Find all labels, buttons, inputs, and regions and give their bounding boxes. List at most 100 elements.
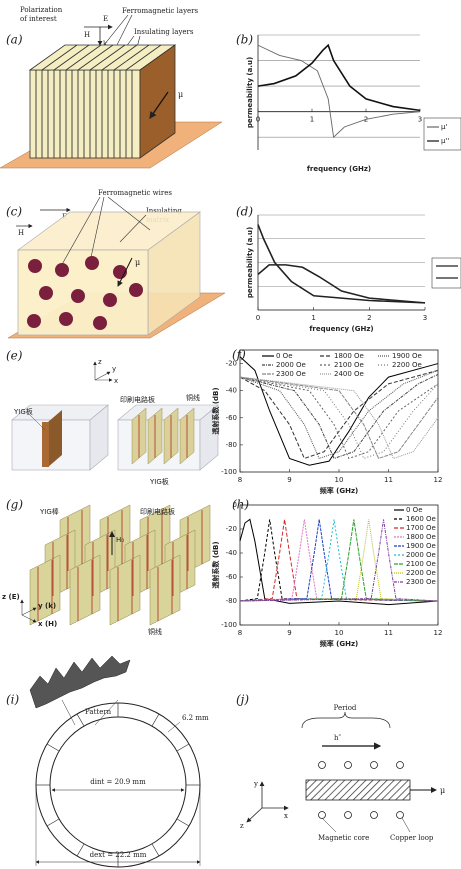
label: 铜线 [148, 627, 162, 636]
y-axis-title: 透射系数 (dB) [211, 387, 220, 434]
panel-g: (g) YIG棒 印刷电路板 H₀ z (E) y (k) x (H) 铜线 [2, 498, 211, 636]
y-axis-title: permeability (a.u) [246, 57, 254, 128]
x-tick-label: 9 [287, 629, 291, 637]
series-line [239, 519, 439, 602]
label: of interest [20, 15, 57, 23]
legend-label: μ'' [441, 137, 449, 145]
legend-label: 2400 Oe [334, 370, 364, 378]
x-tick-label: 8 [238, 476, 242, 484]
x-tick-label: 11 [384, 476, 393, 484]
panel-a: (a) Polarization of interest E H k Ferro… [0, 6, 223, 169]
series-line [239, 519, 439, 602]
legend-label: 2300 Oe [276, 370, 306, 378]
x-axis-title: 频率 (GHz) [320, 486, 359, 495]
y-tick-label: -60 [226, 573, 237, 581]
panel-label: (h) [232, 498, 249, 512]
label: 印刷电路板 [140, 507, 175, 516]
y-tick-label: -40 [226, 387, 237, 395]
label: Period [334, 704, 357, 712]
label: Insulating [146, 207, 182, 215]
panel-label: (a) [6, 33, 23, 47]
series-line [257, 264, 426, 304]
panel-label: (b) [236, 33, 253, 47]
legend-label: 0 Oe [406, 506, 423, 514]
label: h″ [334, 734, 342, 742]
series-line [239, 356, 439, 466]
x-tick-label: 10 [335, 476, 344, 484]
legend-label: 2300 Oe [406, 578, 436, 586]
label: Copper loop [390, 834, 434, 842]
x-tick-label: 3 [418, 116, 422, 124]
series-line [257, 224, 426, 304]
label: YIG板 [149, 477, 169, 486]
label: y (k) [38, 602, 56, 610]
series-line [239, 519, 439, 602]
label: Insulating layers [134, 28, 194, 36]
legend [431, 257, 461, 289]
x-tick-label: 12 [434, 476, 443, 484]
label: μ [440, 786, 445, 795]
panel-h: (h) [232, 498, 249, 512]
label: x [114, 377, 118, 385]
x-tick-label: 12 [434, 629, 443, 637]
x-axis-title: 频率 (GHz) [320, 639, 359, 648]
x-tick-label: 1 [310, 116, 314, 124]
series-line [239, 373, 439, 460]
legend-label: 2200 Oe [392, 361, 422, 369]
panel-j: (j) Period h″ μ y x z Magnetic core Copp… [236, 693, 445, 843]
label: E [103, 15, 108, 23]
y-axis-title: permeability (a.u) [246, 227, 254, 298]
legend-label: 2200 Oe [406, 569, 436, 577]
panel-i: (i) Pattern 6.2 mm dint = 20.9 mm dext =… [6, 655, 209, 868]
label: Ferromagnetic layers [122, 7, 199, 15]
legend [423, 117, 461, 151]
legend-label: 1900 Oe [392, 352, 422, 360]
legend-label: 1800 Oe [406, 533, 436, 541]
y-tick-label: -20 [226, 360, 237, 368]
x-tick-label: 10 [335, 629, 344, 637]
y-tick-label: -80 [226, 597, 237, 605]
series-line [257, 43, 421, 112]
panel-f: (f) [232, 348, 246, 362]
label: y [112, 365, 116, 373]
x-tick-label: 1 [311, 314, 315, 322]
series-line [239, 376, 439, 460]
x-tick-label: 0 [256, 314, 260, 322]
y-tick-label: 0 [233, 501, 237, 509]
legend-label: 2000 Oe [276, 361, 306, 369]
label: YIG板 [13, 407, 33, 416]
label: 印刷电路板 [120, 395, 155, 404]
series-line [239, 518, 439, 606]
series-line [239, 369, 439, 460]
y-tick-label: -100 [221, 468, 237, 476]
label: x (H) [38, 620, 57, 628]
series-line [239, 376, 439, 460]
legend-label: 1900 Oe [406, 542, 436, 550]
y-axis-title: 透射系数 (dB) [211, 541, 220, 588]
label: Pattern [85, 708, 112, 716]
panel-label: (e) [6, 349, 23, 363]
label: Ferromagnetic wires [98, 189, 172, 197]
x-axis-title: frequency (GHz) [309, 325, 373, 333]
x-tick-label: 9 [287, 476, 291, 484]
legend-label: 2100 Oe [334, 361, 364, 369]
legend-label: 1700 Oe [406, 524, 436, 532]
x-axis-title: frequency (GHz) [307, 165, 371, 173]
panel-label: (d) [236, 205, 253, 219]
label: dext = 22.2 mm [90, 851, 147, 859]
label: x [284, 812, 288, 820]
label: k [103, 40, 108, 48]
label: μ [178, 90, 183, 99]
label: 6.2 mm [182, 714, 209, 722]
label: μ [135, 258, 140, 267]
label: H [84, 31, 90, 39]
label: H₀ [116, 536, 124, 544]
label: H [18, 229, 24, 237]
legend-label: 0 Oe [276, 352, 293, 360]
x-tick-label: 3 [423, 314, 427, 322]
legend-label: μ' [441, 123, 447, 131]
panel-e: (e) z y x YIG板 印刷电路板 铜线 YIG板 [6, 349, 219, 486]
legend-label: 1800 Oe [334, 352, 364, 360]
x-tick-label: 8 [238, 629, 242, 637]
panel-label: (f) [232, 348, 246, 362]
